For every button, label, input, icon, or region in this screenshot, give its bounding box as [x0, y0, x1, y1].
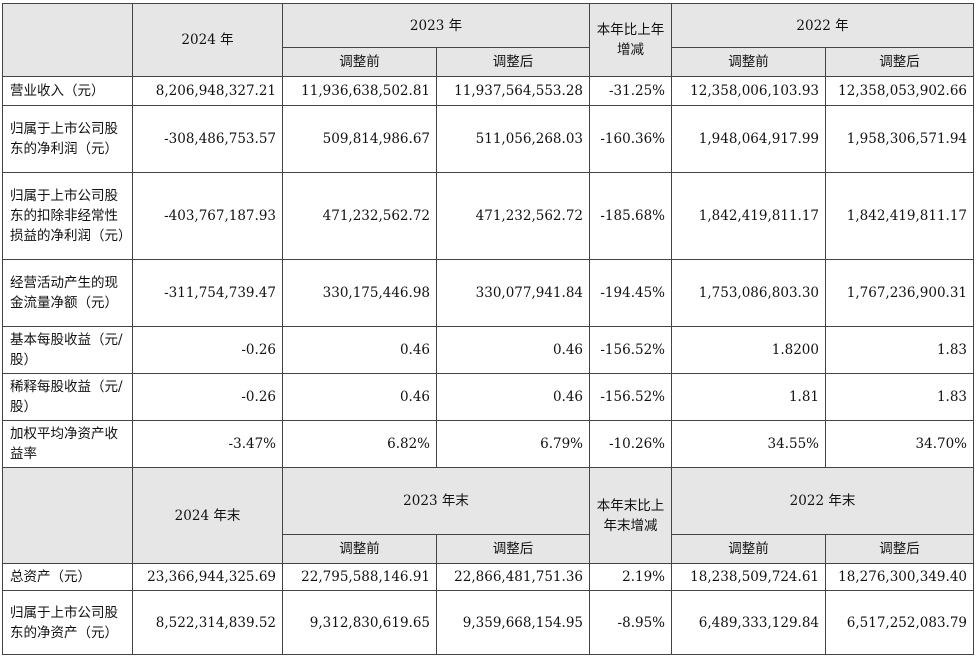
- table-row: 总资产（元） 23,366,944,325.69 22,795,588,146.…: [2, 563, 974, 591]
- row-label: 经营活动产生的现金流量净额（元）: [2, 259, 133, 327]
- cell-2022-before: 6,489,333,129.84: [671, 590, 826, 655]
- header-2023-after: 调整后: [436, 47, 590, 77]
- row-label: 归属于上市公司股东的净资产（元）: [2, 590, 133, 655]
- cell-2023-before: 11,936,638,502.81: [282, 76, 437, 106]
- header-change: 本年比上年增减: [589, 3, 672, 77]
- header-2022-after: 调整后: [825, 47, 974, 77]
- header-blank-cell-2: [2, 467, 133, 564]
- cell-2023-after: 9,359,668,154.95: [436, 590, 590, 655]
- header-2024-end: 2024 年末: [132, 467, 283, 564]
- cell-2023-after: 471,232,562.72: [436, 172, 590, 260]
- header-change-end: 本年末比上年末增减: [589, 467, 672, 564]
- cell-2022-before: 12,358,006,103.93: [671, 76, 826, 106]
- cell-2023-before: 0.46: [282, 373, 437, 421]
- cell-2024: -0.26: [132, 373, 283, 421]
- cell-2022-after: 18,276,300,349.40: [825, 563, 974, 591]
- cell-change: -156.52%: [589, 326, 672, 374]
- header-2023-end-before: 调整前: [282, 534, 437, 564]
- header-blank-cell: [2, 3, 133, 77]
- header-2022-before: 调整前: [671, 47, 826, 77]
- cell-change: 2.19%: [589, 563, 672, 591]
- row-label: 稀释每股收益（元/股）: [2, 373, 133, 421]
- header-2024: 2024 年: [132, 3, 283, 77]
- cell-2023-after: 0.46: [436, 373, 590, 421]
- table-row: 基本每股收益（元/股） -0.26 0.46 0.46 -156.52% 1.8…: [2, 326, 974, 374]
- cell-2023-before: 6.82%: [282, 420, 437, 468]
- row-label: 营业收入（元）: [2, 76, 133, 106]
- cell-2023-before: 509,814,986.67: [282, 105, 437, 173]
- cell-2022-after: 1,767,236,900.31: [825, 259, 974, 327]
- table-row: 稀释每股收益（元/股） -0.26 0.46 0.46 -156.52% 1.8…: [2, 373, 974, 421]
- cell-2023-before: 22,795,588,146.91: [282, 563, 437, 591]
- cell-2023-after: 511,056,268.03: [436, 105, 590, 173]
- row-label: 基本每股收益（元/股）: [2, 326, 133, 374]
- table-row: 加权平均净资产收益率 -3.47% 6.82% 6.79% -10.26% 34…: [2, 420, 974, 468]
- cell-2022-before: 1,948,064,917.99: [671, 105, 826, 173]
- row-label: 归属于上市公司股东的净利润（元）: [2, 105, 133, 173]
- cell-2023-after: 22,866,481,751.36: [436, 563, 590, 591]
- cell-2022-before: 1,842,419,811.17: [671, 172, 826, 260]
- cell-2022-before: 1,753,086,803.30: [671, 259, 826, 327]
- cell-2023-after: 11,937,564,553.28: [436, 76, 590, 106]
- cell-2022-before: 1.81: [671, 373, 826, 421]
- cell-2022-after: 12,358,053,902.66: [825, 76, 974, 106]
- cell-change: -160.36%: [589, 105, 672, 173]
- header-2022: 2022 年: [671, 3, 974, 48]
- cell-change: -31.25%: [589, 76, 672, 106]
- cell-2024: -311,754,739.47: [132, 259, 283, 327]
- cell-2023-before: 330,175,446.98: [282, 259, 437, 327]
- cell-2024: -403,767,187.93: [132, 172, 283, 260]
- cell-2023-after: 6.79%: [436, 420, 590, 468]
- cell-2022-after: 1.83: [825, 373, 974, 421]
- cell-2024: 8,522,314,839.52: [132, 590, 283, 655]
- cell-2022-before: 18,238,509,724.61: [671, 563, 826, 591]
- table-row: 经营活动产生的现金流量净额（元） -311,754,739.47 330,175…: [2, 259, 974, 327]
- cell-change: -10.26%: [589, 420, 672, 468]
- cell-2022-after: 1,842,419,811.17: [825, 172, 974, 260]
- cell-2022-after: 1.83: [825, 326, 974, 374]
- cell-change: -156.52%: [589, 373, 672, 421]
- header-2023-before: 调整前: [282, 47, 437, 77]
- header-2022-end: 2022 年末: [671, 467, 974, 535]
- cell-2022-before: 34.55%: [671, 420, 826, 468]
- header-2023-end: 2023 年末: [282, 467, 590, 535]
- cell-2022-after: 34.70%: [825, 420, 974, 468]
- row-label: 归属于上市公司股东的扣除非经常性损益的净利润（元）: [2, 172, 133, 260]
- cell-2024: -308,486,753.57: [132, 105, 283, 173]
- header-2023: 2023 年: [282, 3, 590, 48]
- cell-2024: 8,206,948,327.21: [132, 76, 283, 106]
- cell-2023-before: 471,232,562.72: [282, 172, 437, 260]
- table-row: 归属于上市公司股东的净利润（元） -308,486,753.57 509,814…: [2, 105, 974, 173]
- cell-2022-after: 1,958,306,571.94: [825, 105, 974, 173]
- cell-2022-before: 1.8200: [671, 326, 826, 374]
- cell-2024: -0.26: [132, 326, 283, 374]
- cell-2023-before: 0.46: [282, 326, 437, 374]
- cell-2024: -3.47%: [132, 420, 283, 468]
- cell-2024: 23,366,944,325.69: [132, 563, 283, 591]
- table-row: 归属于上市公司股东的净资产（元） 8,522,314,839.52 9,312,…: [2, 590, 974, 655]
- table-row: 归属于上市公司股东的扣除非经常性损益的净利润（元） -403,767,187.9…: [2, 172, 974, 260]
- cell-change: -185.68%: [589, 172, 672, 260]
- header-2022-end-after: 调整后: [825, 534, 974, 564]
- financial-summary-table: 2024 年 2023 年 本年比上年增减 2022 年 调整前 调整后 调整前…: [2, 3, 974, 655]
- cell-2023-after: 330,077,941.84: [436, 259, 590, 327]
- row-label: 加权平均净资产收益率: [2, 420, 133, 468]
- cell-change: -8.95%: [589, 590, 672, 655]
- cell-change: -194.45%: [589, 259, 672, 327]
- table-row: 营业收入（元） 8,206,948,327.21 11,936,638,502.…: [2, 76, 974, 106]
- header-2023-end-after: 调整后: [436, 534, 590, 564]
- row-label: 总资产（元）: [2, 563, 133, 591]
- header-2022-end-before: 调整前: [671, 534, 826, 564]
- cell-2023-after: 0.46: [436, 326, 590, 374]
- cell-2022-after: 6,517,252,083.79: [825, 590, 974, 655]
- cell-2023-before: 9,312,830,619.65: [282, 590, 437, 655]
